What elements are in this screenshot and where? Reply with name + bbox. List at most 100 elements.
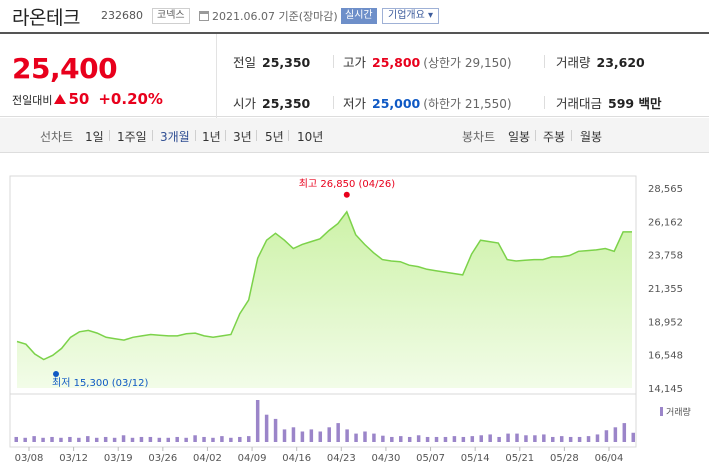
- volume-bar: [211, 437, 215, 442]
- trade-amount: 거래대금 599 백만: [556, 93, 661, 112]
- x-tick-label: 03/12: [59, 453, 88, 464]
- tab-3y[interactable]: 3년: [233, 130, 252, 144]
- price-chart: 28,565 26,162 23,758 21,355 18,952 16,548 14,1…: [0, 156, 709, 466]
- tab-separator: [288, 130, 289, 141]
- volume-bar: [175, 436, 179, 442]
- volume-bar: [631, 432, 635, 442]
- x-tick-label: 05/07: [416, 453, 445, 464]
- amount-value: 599 백만: [608, 96, 662, 111]
- volume-bar: [32, 436, 36, 442]
- volume-bar: [23, 437, 27, 442]
- quote-separator: [333, 96, 334, 109]
- volume-bar: [586, 436, 591, 442]
- tab-5y[interactable]: 5년: [265, 130, 284, 144]
- volume-bar: [273, 418, 278, 442]
- y-tick-label: 16,548: [648, 351, 683, 362]
- tab-monthly[interactable]: 월봉: [580, 130, 603, 144]
- volume-bar: [515, 433, 519, 442]
- change-label: 전일대비: [12, 94, 53, 107]
- volume-bar: [238, 436, 242, 442]
- company-info-dropdown[interactable]: 기업개요 ▾: [382, 8, 439, 24]
- volume-bar: [622, 423, 627, 442]
- volume-bar: [363, 431, 367, 442]
- volume-bar: [318, 431, 323, 442]
- open-price: 시가 25,350: [233, 93, 310, 112]
- x-tick-label: 04/09: [238, 453, 267, 464]
- x-tick-label: 06/04: [595, 453, 624, 464]
- y-tick-label: 14,145: [648, 384, 683, 395]
- tab-separator: [256, 130, 257, 141]
- high-price: 고가 25,800 (상한가 29,150): [343, 52, 512, 71]
- volume-bar: [416, 435, 421, 442]
- volume-bar: [604, 430, 609, 442]
- chart-period-tabs: 선차트 1일 1주일 3개월 1년 3년 5년 10년 봉차트 일봉 주봉 월봉: [0, 118, 709, 153]
- volume-bar: [336, 423, 340, 442]
- volume-bar: [461, 436, 466, 442]
- volume-bar: [184, 437, 188, 442]
- volume-bar: [112, 437, 117, 442]
- price-area: [17, 211, 632, 388]
- tab-1d[interactable]: 1일: [85, 130, 104, 144]
- quote-panel: 25,400 전일대비 50 +0.20% 전일 25,350 고가 25,800(…: [0, 32, 709, 118]
- volume-bar: [202, 436, 206, 442]
- volume-bar: [425, 436, 430, 442]
- price-change: 전일대비 50 +0.20%: [12, 90, 163, 108]
- volume-bar: [14, 436, 18, 442]
- price-chart-svg: 28,565 26,162 23,758 21,355 18,952 16,548 14,1…: [9, 175, 691, 464]
- volume-value: 23,620: [596, 55, 645, 70]
- quote-date: 2021.06.07 기준(장마감): [199, 8, 338, 24]
- volume-bar: [59, 437, 63, 442]
- prev-close-label: 전일: [233, 55, 257, 70]
- high-marker: [343, 191, 350, 198]
- volume-bar: [390, 436, 394, 442]
- realtime-button[interactable]: 실시간: [341, 8, 377, 24]
- y-tick-label: 18,952: [648, 317, 683, 328]
- tab-1y[interactable]: 1년: [202, 130, 221, 144]
- x-tick-label: 04/23: [327, 453, 356, 464]
- x-tick-label: 03/26: [148, 453, 177, 464]
- tab-daily[interactable]: 일봉: [508, 130, 531, 144]
- volume-bar: [551, 436, 555, 442]
- stock-name: 라온테크: [12, 7, 80, 29]
- volume-bar: [524, 435, 528, 442]
- prev-close: 전일 25,350: [233, 52, 310, 71]
- volume-label: 거래량: [556, 55, 591, 70]
- current-price: 25,400: [12, 52, 118, 85]
- volume-bar: [470, 436, 475, 442]
- volume-bar: [94, 437, 99, 442]
- amount-label: 거래대금: [556, 96, 603, 111]
- tab-1w[interactable]: 1주일: [117, 130, 147, 144]
- tab-separator: [195, 130, 196, 141]
- change-value: 50: [68, 90, 90, 108]
- volume-bar: [148, 436, 153, 442]
- y-tick-label: 26,162: [648, 217, 683, 228]
- tab-3m[interactable]: 3개월: [160, 130, 190, 144]
- volume-bar: [77, 437, 81, 442]
- up-arrow-icon: [54, 94, 67, 104]
- volume-bar: [282, 429, 287, 442]
- quote-separator: [544, 55, 545, 68]
- tab-10y[interactable]: 10년: [297, 130, 324, 144]
- tab-weekly[interactable]: 주봉: [543, 130, 566, 144]
- volume-bar: [121, 435, 126, 442]
- volume-bar: [50, 436, 54, 442]
- open-label: 시가: [233, 96, 257, 111]
- tab-separator: [152, 130, 153, 141]
- candle-chart-label: 봉차트: [462, 130, 496, 144]
- tab-separator: [571, 130, 572, 141]
- lower-limit: (하한가 21,550): [423, 97, 512, 111]
- volume-bar: [291, 427, 296, 442]
- volume-bar: [381, 435, 385, 442]
- price-line: [16, 210, 632, 361]
- volume-bar: [139, 436, 144, 442]
- volume-bar: [300, 431, 305, 442]
- volume-bar: [479, 435, 483, 442]
- market-badge: 코넥스: [152, 8, 190, 24]
- x-tick-label: 05/14: [461, 453, 490, 464]
- calendar-icon: [199, 11, 209, 21]
- volume-legend-swatch: [660, 407, 663, 416]
- stock-header: 라온테크 232680 코넥스 2021.06.07 기준(장마감) 실시간 기…: [0, 0, 709, 32]
- volume-bar: [497, 436, 501, 442]
- volume-bar: [68, 436, 72, 442]
- volume-bar: [229, 437, 233, 442]
